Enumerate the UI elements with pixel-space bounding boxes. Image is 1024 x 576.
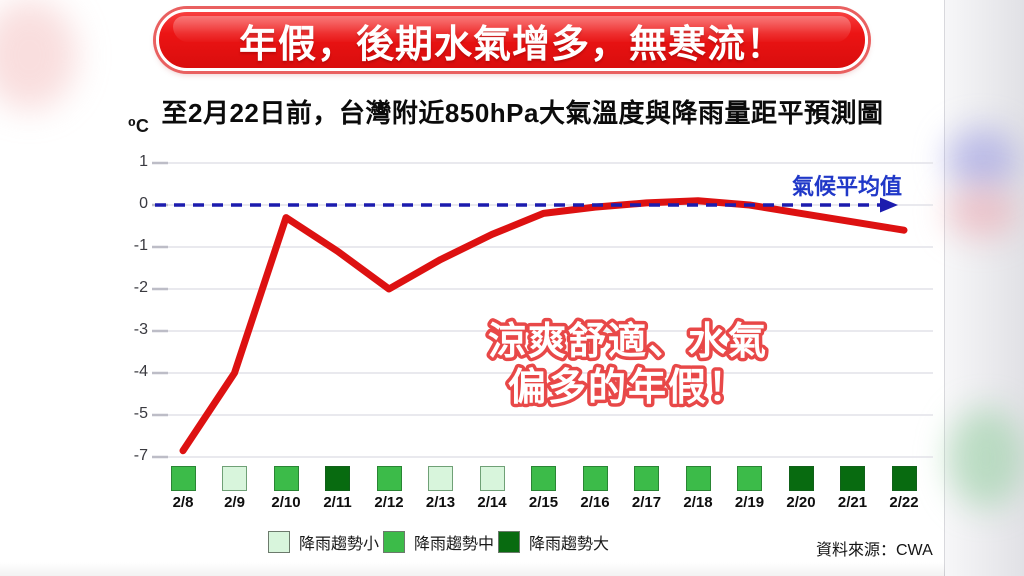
x-axis-date-label: 2/8 <box>172 494 194 511</box>
x-axis-date-label: 2/22 <box>889 494 919 511</box>
x-axis-date-label: 2/10 <box>271 494 301 511</box>
y-axis-tick-label: -4 <box>133 363 148 380</box>
data-source: 資料來源：CWA <box>816 542 933 559</box>
y-axis-tick-label: -2 <box>133 279 148 296</box>
edge-reflection-decor <box>0 0 77 110</box>
legend-item-large: 降雨趨勢大 <box>498 530 609 554</box>
x-axis-date-label: 2/21 <box>837 494 868 511</box>
headline-text: 年假，後期水氣增多，無寒流！ <box>238 23 785 66</box>
edge-reflection-decor <box>946 128 1018 190</box>
legend-label-medium: 降雨趨勢中 <box>414 536 495 553</box>
edge-reflection-decor <box>948 408 1024 508</box>
headline-banner: 年假，後期水氣增多，無寒流！ <box>156 9 868 71</box>
x-axis-date-label: 2/19 <box>734 494 765 511</box>
y-axis-tick-label: -1 <box>133 237 148 254</box>
x-axis-date-label: 2/11 <box>323 494 352 511</box>
rain-trend-cell <box>840 466 865 491</box>
rain-trend-cell <box>891 466 917 491</box>
legend-swatch-medium <box>383 531 405 553</box>
rain-trend-cell <box>170 466 196 491</box>
rain-trend-cell <box>737 466 762 491</box>
x-axis-date-label: 2/13 <box>425 494 456 511</box>
arrow-right-icon <box>880 197 898 213</box>
frame-bottom-fade <box>0 562 945 576</box>
legend-label-large: 降雨趨勢大 <box>529 536 610 553</box>
annotation-line-1: 涼爽舒適、水氣 <box>488 321 768 363</box>
x-axis-date-label: 2/16 <box>580 494 610 511</box>
rain-trend-cell <box>479 466 505 491</box>
x-axis-date-label: 2/17 <box>631 494 662 511</box>
y-axis-tick-label: -3 <box>133 321 148 338</box>
rain-trend-cell <box>634 466 659 491</box>
legend-swatch-large <box>498 531 520 553</box>
legend-item-small: 降雨趨勢小 <box>268 530 379 554</box>
x-axis-date-label: 2/18 <box>683 494 713 511</box>
legend-swatch-small <box>268 531 290 553</box>
rain-trend-cell <box>685 466 711 491</box>
gridlines-layer <box>152 161 933 459</box>
x-axis-date-label: 2/20 <box>786 494 816 511</box>
y-axis-tick-label: -7 <box>133 447 148 464</box>
x-axis-date-label: 2/9 <box>224 494 245 511</box>
y-axis-tick-label: 0 <box>139 195 148 212</box>
chart-title: 至2月22日前，台灣附近850hPa大氣溫度與降雨量距平預測圖 <box>161 98 884 128</box>
rain-trend-cell <box>788 466 814 491</box>
rain-trend-cell <box>582 466 608 491</box>
rain-trend-cell <box>222 466 247 491</box>
rain-trend-cell <box>531 466 556 491</box>
rain-trend-cell <box>273 466 299 491</box>
rain-trend-cell <box>428 466 453 491</box>
rain-trend-cell <box>325 466 350 491</box>
y-axis-tick-label: -5 <box>133 405 148 422</box>
y-axis-unit-label: ⁰C <box>128 116 149 136</box>
x-axis-date-label: 2/12 <box>374 494 404 511</box>
temperature-line <box>179 197 908 455</box>
legend-item-medium: 降雨趨勢中 <box>383 530 494 554</box>
climate-average-label: 氣候平均值 <box>791 174 902 199</box>
edge-reflection-decor <box>946 186 1018 238</box>
annotation-line-2: 偏多的年假！ <box>508 367 748 409</box>
rain-trend-cell <box>376 466 402 491</box>
y-axis-tick-label: 1 <box>139 153 148 170</box>
x-axis-date-label: 2/15 <box>528 494 559 511</box>
legend-label-small: 降雨趨勢小 <box>299 536 380 553</box>
x-axis-date-label: 2/14 <box>477 494 507 511</box>
